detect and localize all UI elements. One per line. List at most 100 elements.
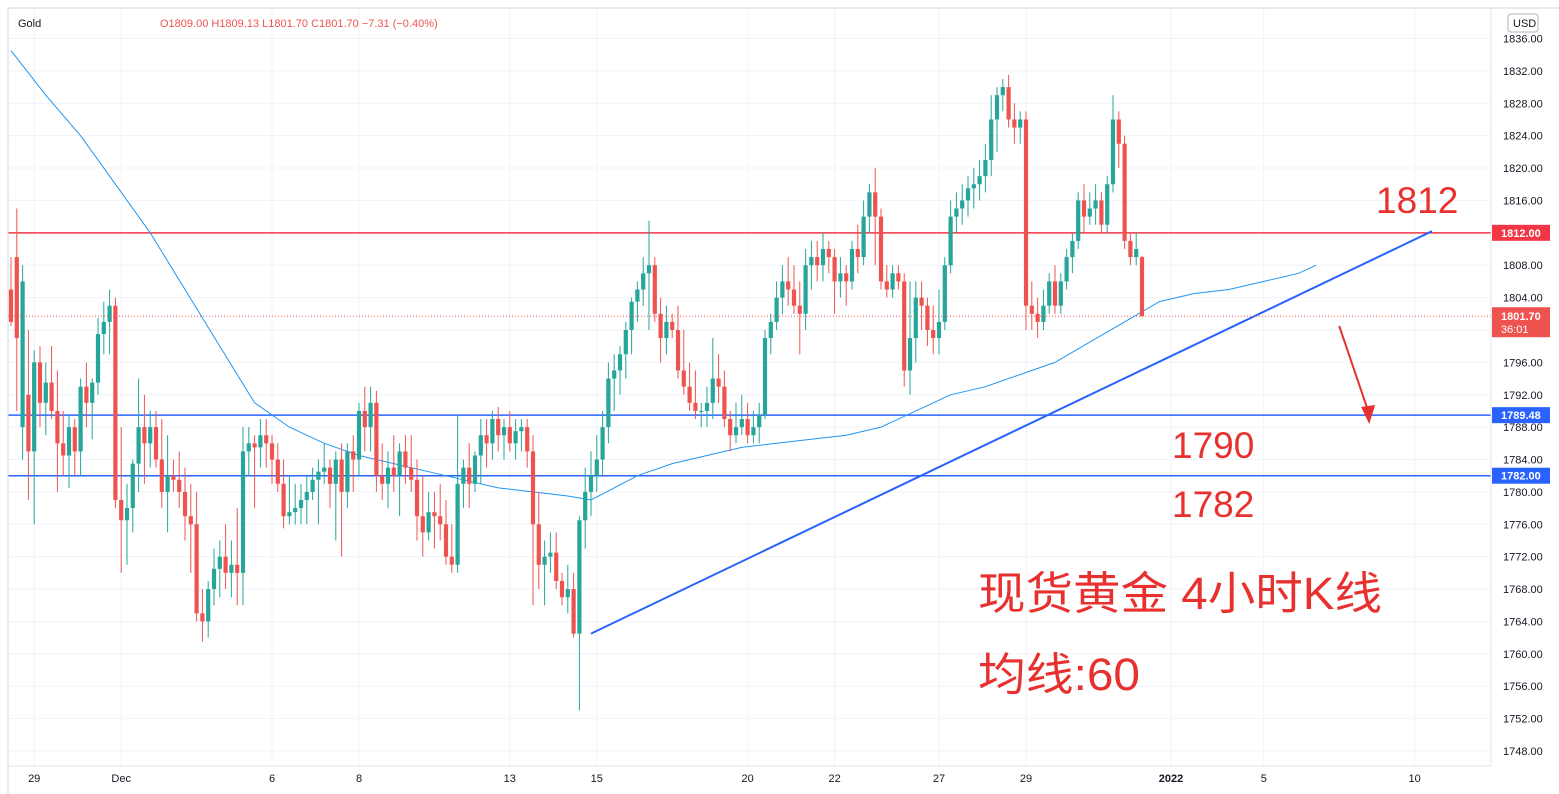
ma-60-line xyxy=(10,50,1317,501)
candle-down xyxy=(275,459,280,484)
y-tick-label: 1816.00 xyxy=(1503,195,1543,207)
candle-up xyxy=(1134,249,1139,258)
candle-up xyxy=(206,589,211,622)
candle-up xyxy=(809,257,814,266)
candle-down xyxy=(177,479,182,492)
ascending-trendline[interactable] xyxy=(590,230,1433,635)
candle-up xyxy=(490,419,495,444)
candle-up xyxy=(258,435,263,448)
x-tick-label: 15 xyxy=(591,773,603,785)
candle-up xyxy=(90,382,95,403)
candle-down xyxy=(826,249,831,258)
y-tick-label: 1748.00 xyxy=(1503,746,1543,758)
price-tag-box xyxy=(1492,467,1550,484)
y-tick-label: 1780.00 xyxy=(1503,487,1543,499)
candle-up xyxy=(1000,87,1005,96)
price-tag-label: 1812.00 xyxy=(1501,228,1541,240)
candle-up xyxy=(641,273,646,290)
y-tick-label: 1820.00 xyxy=(1503,163,1543,175)
candle-up xyxy=(867,192,872,217)
countdown-label: 36:01 xyxy=(1501,324,1529,336)
candle-up xyxy=(849,249,855,282)
x-tick-label: 22 xyxy=(828,773,840,785)
candle-down xyxy=(1139,257,1145,317)
candle-down xyxy=(420,516,425,533)
candle-up xyxy=(1018,119,1023,128)
candle-up xyxy=(32,362,37,452)
candle-down xyxy=(72,427,77,452)
candle-up xyxy=(1070,240,1075,258)
candle-down xyxy=(484,435,489,444)
candle-down xyxy=(403,451,408,468)
y-tick-label: 1788.00 xyxy=(1503,422,1543,434)
candle-down xyxy=(449,556,454,565)
candle-down xyxy=(919,297,924,306)
x-tick-label: 29 xyxy=(28,773,40,785)
candle-up xyxy=(310,479,315,492)
candle-up xyxy=(548,552,553,557)
y-tick-label: 1808.00 xyxy=(1503,260,1543,272)
time-axis[interactable]: 29 Dec 6 8 13 15 20 22 27 29 2022 5 10 xyxy=(28,773,1421,785)
candle-down xyxy=(1116,119,1121,144)
currency-box[interactable] xyxy=(1507,13,1539,33)
x-tick-label: 10 xyxy=(1408,773,1420,785)
candle-down xyxy=(728,419,733,436)
candle-down xyxy=(507,427,512,444)
candle-up xyxy=(565,589,570,598)
candle-down xyxy=(1006,87,1011,120)
candle-down xyxy=(496,419,501,436)
candle-down xyxy=(896,273,901,282)
candle-down xyxy=(159,459,164,492)
x-tick-label: 5 xyxy=(1261,773,1267,785)
x-tick-label: 8 xyxy=(356,773,362,785)
candle-up xyxy=(803,265,808,314)
y-tick-label: 1828.00 xyxy=(1503,98,1543,110)
price-axis[interactable]: 1748.00 1752.00 1756.00 1760.00 1764.00 1768.… xyxy=(1503,34,1543,759)
horizontal-levels xyxy=(8,232,1491,477)
y-tick-label: 1764.00 xyxy=(1503,616,1543,628)
candle-up xyxy=(513,431,518,444)
candle-down xyxy=(61,443,66,456)
candle-up xyxy=(217,556,222,569)
candle-down xyxy=(37,362,43,403)
candle-down xyxy=(797,305,802,314)
candle-down xyxy=(374,402,379,476)
candle-up xyxy=(710,378,715,403)
candle-up xyxy=(948,216,953,266)
candle-up xyxy=(965,188,971,201)
candle-down xyxy=(675,329,681,371)
candle-down xyxy=(1035,313,1040,322)
candle-up xyxy=(768,321,773,339)
y-tick-label: 1796.00 xyxy=(1503,357,1543,369)
y-tick-label: 1836.00 xyxy=(1503,34,1543,46)
candle-down xyxy=(722,386,727,420)
candle-down xyxy=(84,386,89,403)
annotation-ma-cn: 均线:60 xyxy=(978,649,1140,700)
candle-up xyxy=(501,427,507,436)
candle-down xyxy=(902,281,907,371)
candle-down xyxy=(264,435,269,444)
candle-down xyxy=(380,475,385,484)
candle-up xyxy=(43,382,48,403)
y-tick-label: 1776.00 xyxy=(1503,519,1543,531)
candle-up xyxy=(739,419,744,428)
price-tag-box xyxy=(1492,407,1550,424)
candle-up xyxy=(1064,257,1069,282)
y-tick-label: 1832.00 xyxy=(1503,66,1543,78)
candle-down xyxy=(815,257,820,266)
y-tick-label: 1752.00 xyxy=(1503,714,1543,726)
annotation-title-cn: 现货黄金 4小时K线 xyxy=(978,568,1382,619)
y-tick-label: 1824.00 xyxy=(1503,131,1543,143)
candle-up xyxy=(757,414,762,428)
candle-up xyxy=(455,483,460,565)
candle-down xyxy=(252,443,257,448)
candle-down xyxy=(1081,200,1087,217)
candle-up xyxy=(699,410,704,412)
candle-up xyxy=(664,321,669,339)
candle-up xyxy=(774,297,779,322)
candle-down xyxy=(855,249,860,258)
candle-down xyxy=(559,580,565,598)
candle-down xyxy=(200,613,205,622)
x-tick-label: 13 xyxy=(504,773,516,785)
